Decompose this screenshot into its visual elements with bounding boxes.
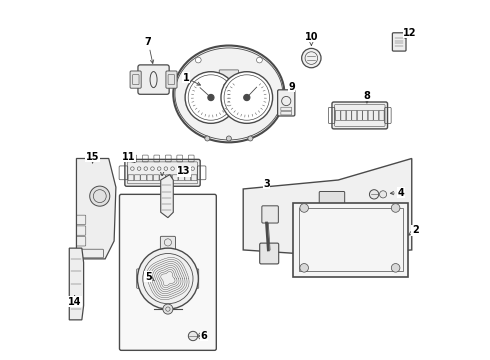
Text: 15: 15 <box>86 152 99 163</box>
Polygon shape <box>294 203 408 277</box>
FancyBboxPatch shape <box>166 71 177 88</box>
Text: 13: 13 <box>177 166 191 176</box>
FancyBboxPatch shape <box>332 102 388 129</box>
FancyBboxPatch shape <box>125 159 200 186</box>
Circle shape <box>369 190 379 199</box>
Circle shape <box>244 94 250 100</box>
Text: 7: 7 <box>145 37 154 63</box>
FancyBboxPatch shape <box>260 243 279 264</box>
Ellipse shape <box>173 45 285 142</box>
Text: 11: 11 <box>122 152 135 163</box>
FancyBboxPatch shape <box>138 65 169 94</box>
Text: 9: 9 <box>288 82 295 92</box>
Circle shape <box>302 48 321 68</box>
FancyBboxPatch shape <box>160 236 175 250</box>
Polygon shape <box>76 158 116 259</box>
Circle shape <box>248 136 253 141</box>
Circle shape <box>300 204 309 212</box>
FancyBboxPatch shape <box>262 206 278 223</box>
FancyBboxPatch shape <box>392 33 406 51</box>
Text: 3: 3 <box>263 179 270 189</box>
Text: 14: 14 <box>68 296 81 307</box>
Text: 12: 12 <box>403 28 416 39</box>
FancyBboxPatch shape <box>278 90 295 116</box>
Circle shape <box>196 57 201 63</box>
Text: 2: 2 <box>409 225 419 235</box>
Circle shape <box>205 136 210 141</box>
Circle shape <box>257 57 262 63</box>
Circle shape <box>392 264 400 272</box>
Circle shape <box>208 94 214 100</box>
Text: 10: 10 <box>305 32 318 45</box>
FancyBboxPatch shape <box>130 71 141 88</box>
FancyBboxPatch shape <box>190 269 199 288</box>
Circle shape <box>198 332 205 339</box>
Circle shape <box>379 191 387 198</box>
FancyBboxPatch shape <box>120 194 216 350</box>
Circle shape <box>163 304 173 314</box>
Circle shape <box>137 248 198 309</box>
FancyBboxPatch shape <box>137 269 146 288</box>
Circle shape <box>300 264 309 272</box>
Text: 1: 1 <box>182 73 200 85</box>
Circle shape <box>90 186 110 206</box>
Polygon shape <box>69 248 84 320</box>
Circle shape <box>188 331 197 341</box>
FancyBboxPatch shape <box>319 192 344 208</box>
Circle shape <box>221 72 272 123</box>
Text: 5: 5 <box>145 272 154 282</box>
Text: V: V <box>160 172 165 177</box>
FancyBboxPatch shape <box>219 70 239 114</box>
Circle shape <box>226 136 231 141</box>
Text: 6: 6 <box>199 331 207 341</box>
Circle shape <box>185 72 237 123</box>
Circle shape <box>392 204 400 212</box>
Text: 8: 8 <box>364 91 370 103</box>
Text: 4: 4 <box>391 188 404 198</box>
Polygon shape <box>161 175 173 218</box>
Polygon shape <box>243 158 412 255</box>
